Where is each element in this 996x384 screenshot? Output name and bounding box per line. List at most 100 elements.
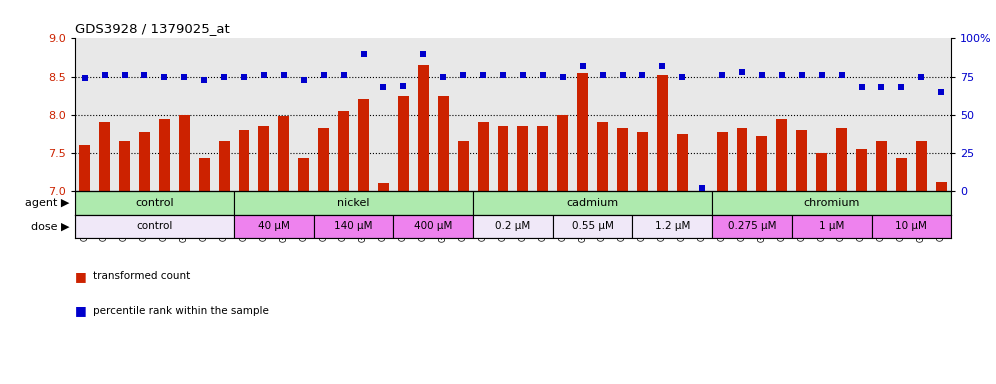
Text: dose ▶: dose ▶	[31, 221, 70, 231]
Point	[276, 72, 292, 78]
Text: agent ▶: agent ▶	[25, 198, 70, 208]
Point	[296, 76, 312, 83]
Point	[674, 73, 690, 79]
Bar	[234, 191, 473, 215]
Bar	[398, 96, 408, 191]
Point	[336, 72, 352, 78]
Text: 400 μM: 400 μM	[414, 221, 452, 231]
Bar	[458, 141, 469, 191]
Point	[375, 84, 391, 90]
Bar	[318, 128, 329, 191]
Point	[515, 72, 531, 78]
Point	[256, 72, 272, 78]
Point	[615, 72, 630, 78]
Point	[714, 72, 730, 78]
Bar	[837, 128, 847, 191]
Bar	[159, 119, 169, 191]
Text: transformed count: transformed count	[93, 271, 190, 281]
Point	[176, 73, 192, 79]
Bar	[278, 116, 289, 191]
Point	[555, 73, 571, 79]
Point	[156, 73, 172, 79]
Bar	[712, 215, 792, 238]
Point	[694, 185, 710, 191]
Point	[873, 84, 889, 90]
Point	[455, 72, 471, 78]
Bar	[598, 122, 608, 191]
Point	[575, 63, 591, 69]
Bar	[677, 134, 687, 191]
Bar	[916, 141, 926, 191]
Point	[316, 72, 332, 78]
Bar	[99, 122, 110, 191]
Text: ■: ■	[75, 305, 87, 318]
Point	[933, 89, 949, 95]
Point	[356, 51, 372, 57]
Bar	[797, 130, 807, 191]
Point	[913, 73, 929, 79]
Bar	[418, 65, 428, 191]
Text: nickel: nickel	[338, 198, 370, 208]
Bar	[817, 153, 827, 191]
Bar	[896, 158, 906, 191]
Point	[495, 72, 511, 78]
Point	[654, 63, 670, 69]
Text: 0.275 μM: 0.275 μM	[728, 221, 776, 231]
Bar	[234, 215, 314, 238]
Bar	[314, 215, 393, 238]
Text: cadmium: cadmium	[567, 198, 619, 208]
Text: 1.2 μM: 1.2 μM	[654, 221, 690, 231]
Bar	[198, 158, 209, 191]
Point	[136, 72, 152, 78]
Bar	[299, 158, 309, 191]
Point	[595, 72, 611, 78]
Bar	[632, 215, 712, 238]
Bar	[339, 111, 350, 191]
Bar	[75, 215, 234, 238]
Bar	[856, 149, 867, 191]
Text: chromium: chromium	[804, 198, 860, 208]
Point	[77, 75, 93, 81]
Text: 140 μM: 140 μM	[335, 221, 373, 231]
Text: 0.2 μM: 0.2 μM	[495, 221, 531, 231]
Text: control: control	[136, 221, 172, 231]
Bar	[393, 215, 473, 238]
Point	[754, 72, 770, 78]
Bar	[178, 115, 189, 191]
Point	[535, 72, 551, 78]
Bar	[119, 141, 129, 191]
Bar	[876, 141, 886, 191]
Point	[117, 72, 132, 78]
Bar	[712, 191, 951, 215]
Bar	[219, 141, 229, 191]
Bar	[138, 132, 150, 191]
Point	[734, 69, 750, 75]
Point	[415, 51, 431, 57]
Text: 1 μM: 1 μM	[819, 221, 845, 231]
Text: 0.55 μM: 0.55 μM	[572, 221, 614, 231]
Bar	[438, 96, 449, 191]
Point	[196, 76, 212, 83]
Point	[774, 72, 790, 78]
Bar	[359, 99, 369, 191]
Bar	[258, 126, 269, 191]
Bar	[478, 122, 489, 191]
Bar	[473, 215, 553, 238]
Point	[814, 72, 830, 78]
Point	[834, 72, 850, 78]
Bar	[239, 130, 249, 191]
Point	[216, 73, 232, 79]
Text: GDS3928 / 1379025_at: GDS3928 / 1379025_at	[75, 22, 229, 35]
Text: 10 μM: 10 μM	[895, 221, 927, 231]
Text: control: control	[135, 198, 173, 208]
Point	[395, 83, 411, 89]
Bar	[792, 215, 872, 238]
Bar	[473, 191, 712, 215]
Bar	[757, 136, 767, 191]
Bar	[377, 184, 388, 191]
Bar	[558, 115, 568, 191]
Bar	[80, 145, 90, 191]
Bar	[936, 182, 946, 191]
Text: 40 μM: 40 μM	[258, 221, 290, 231]
Point	[854, 84, 870, 90]
